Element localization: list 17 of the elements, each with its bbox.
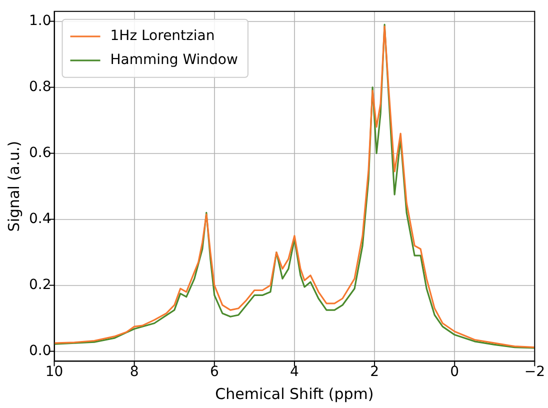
y-tick-label: 0.4	[29, 210, 52, 227]
y-tick-label: 0.2	[29, 276, 52, 293]
y-tick-label: 1.0	[29, 12, 52, 29]
x-tick-label: 10	[45, 364, 64, 380]
x-tick-label: 2	[370, 364, 380, 380]
x-tick-label: −2	[524, 364, 545, 380]
x-tick-label: 8	[130, 364, 139, 380]
y-tick-label: 0.8	[29, 78, 52, 95]
y-tick-label: 0.0	[29, 342, 52, 359]
x-axis-title: Chemical Shift (ppm)	[215, 384, 374, 403]
y-tick-label: 0.6	[29, 144, 52, 161]
x-tick-label: 0	[450, 364, 460, 380]
legend-label: 1Hz Lorentzian	[110, 28, 215, 44]
x-tick-label: 6	[210, 364, 219, 380]
y-axis-title: Signal (a.u.)	[4, 140, 23, 232]
x-tick-label: 4	[290, 364, 300, 380]
legend-label: Hamming Window	[110, 52, 238, 68]
